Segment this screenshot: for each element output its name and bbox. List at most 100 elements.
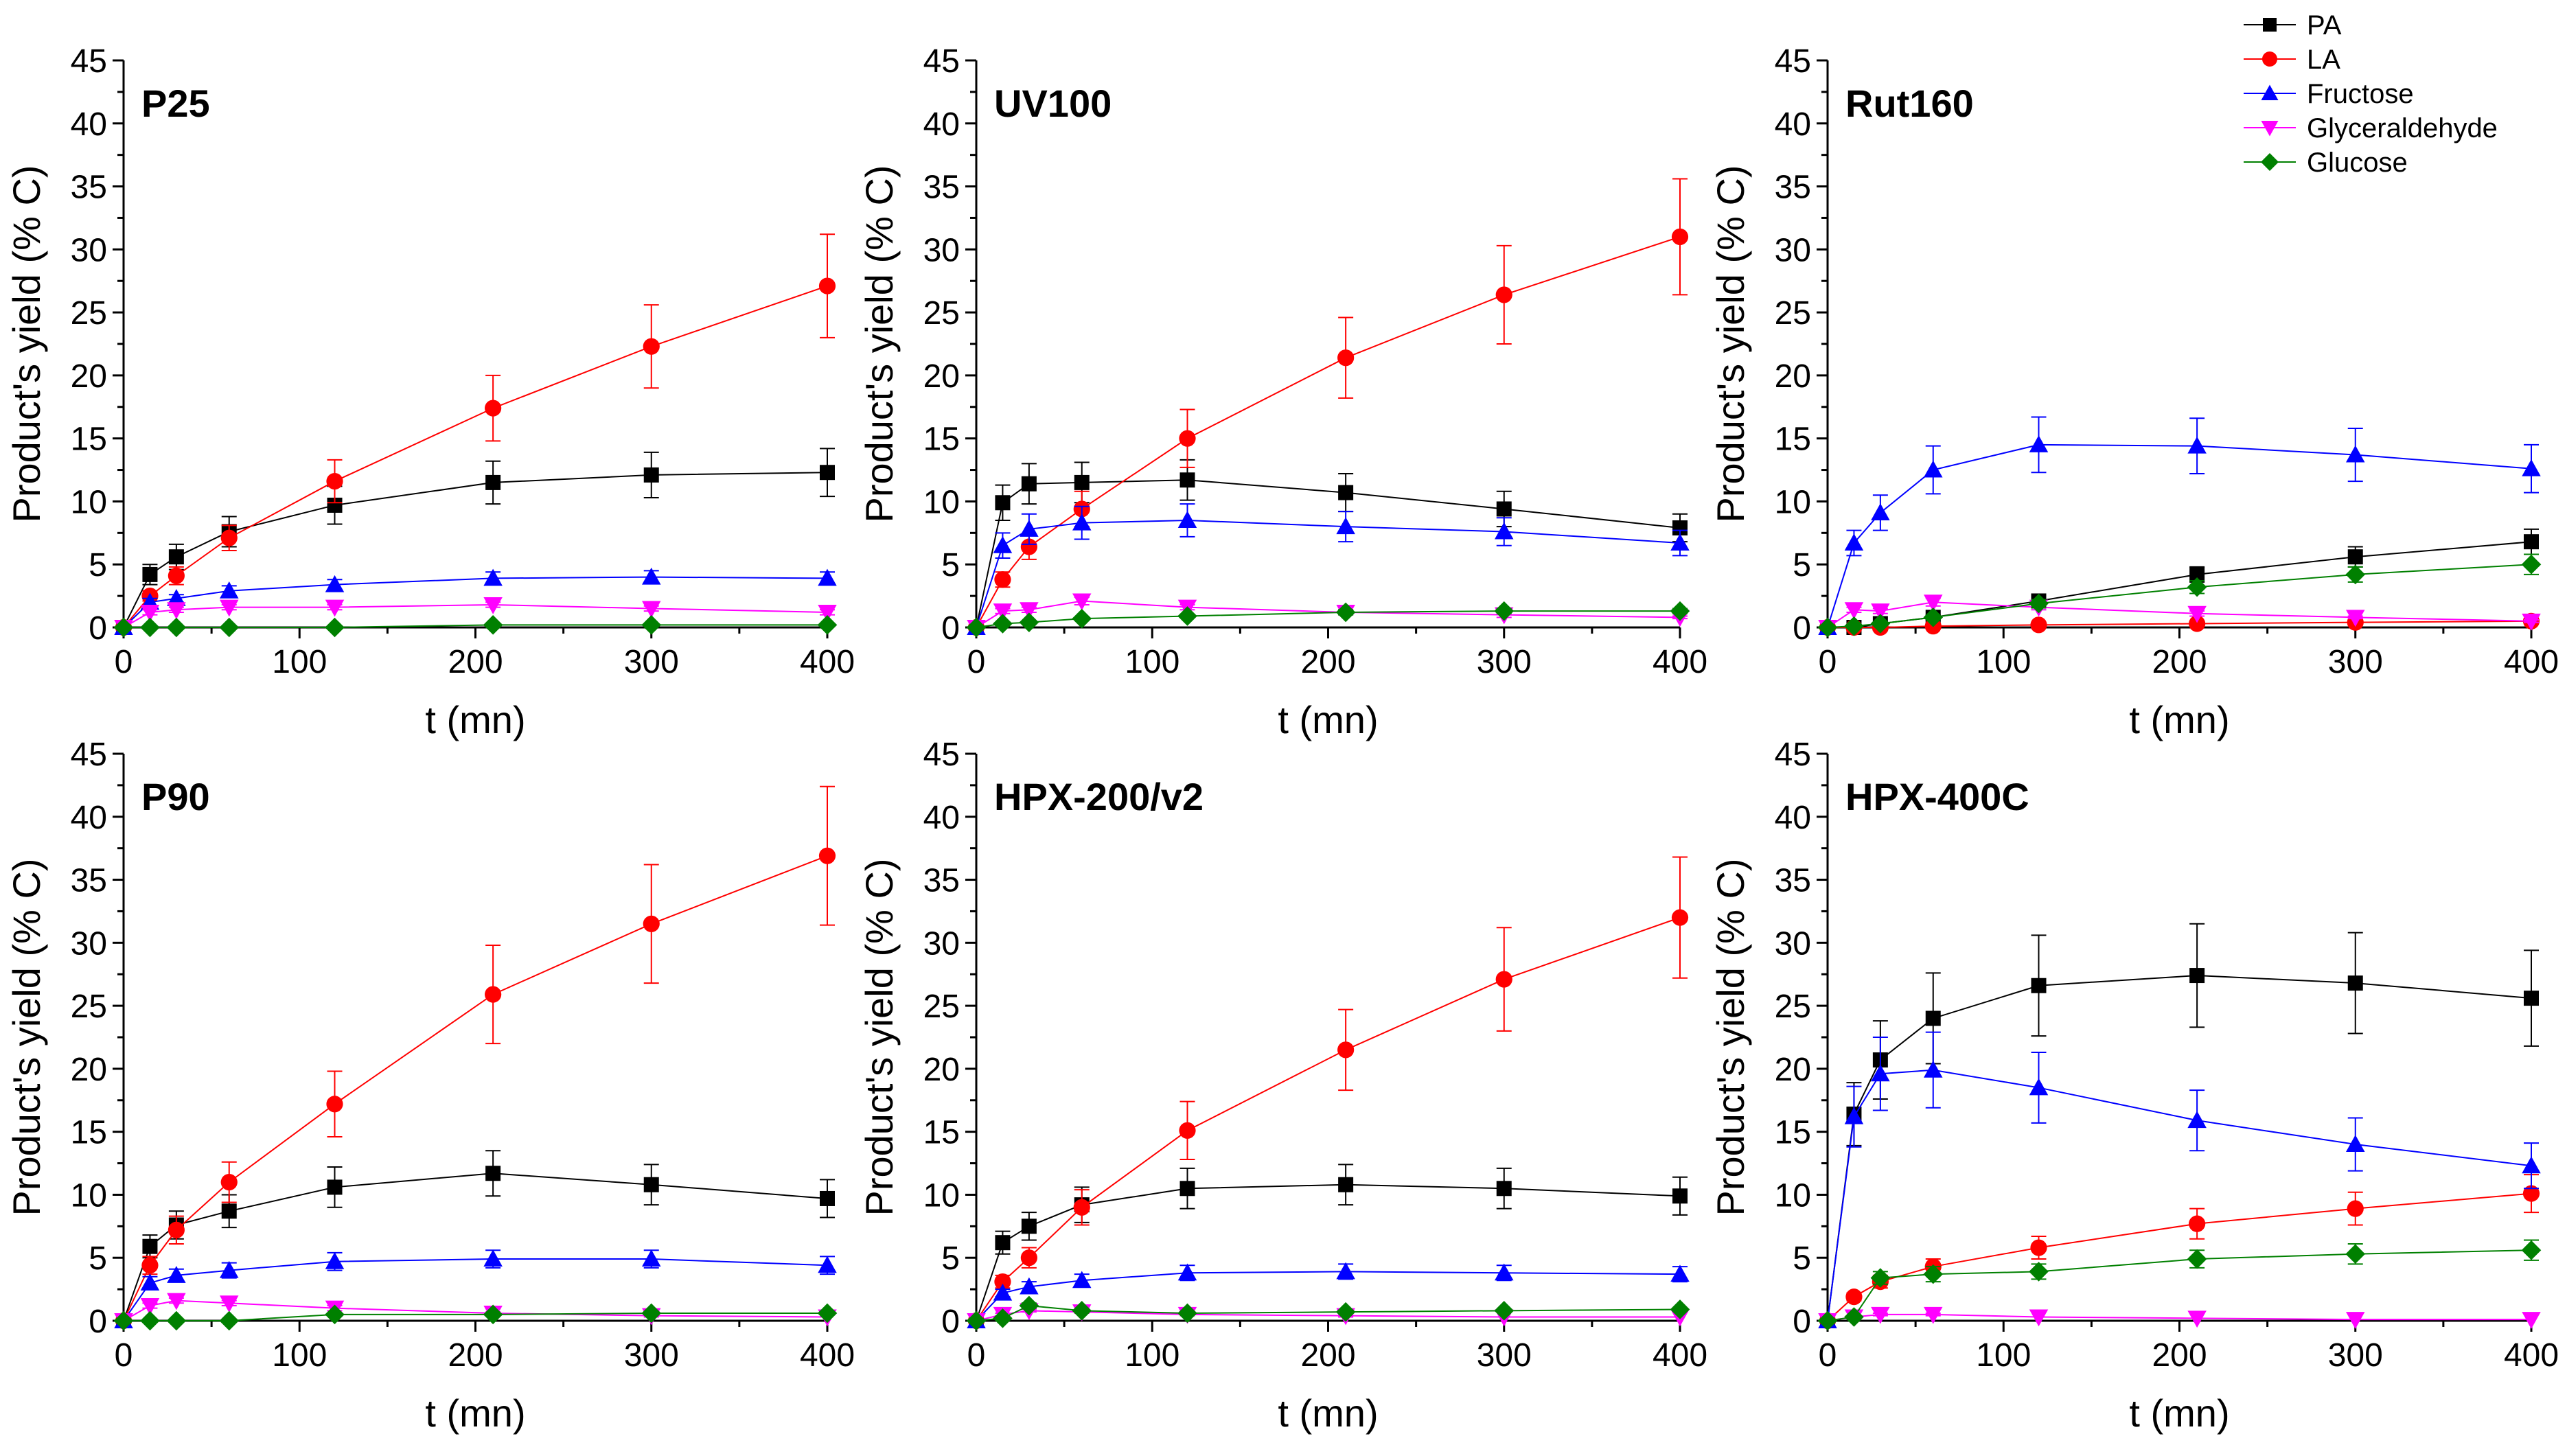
y-tick-label: 45 [71, 43, 107, 80]
y-tick-label: 15 [1775, 421, 1811, 458]
data-point [166, 1310, 187, 1331]
data-point [2189, 968, 2205, 984]
y-tick-label: 15 [71, 421, 107, 458]
data-point [641, 1303, 662, 1324]
series-glucose [1817, 553, 2542, 638]
y-tick-label: 20 [71, 1052, 107, 1088]
y-tick-label: 15 [923, 1115, 960, 1151]
data-point [140, 1273, 160, 1291]
y-tick-label: 5 [89, 1240, 107, 1277]
x-tick-label: 100 [272, 1337, 327, 1374]
y-tick-label: 35 [1775, 863, 1811, 899]
data-point [1924, 1306, 1943, 1324]
data-point [1494, 1301, 1515, 1321]
data-point [2522, 1312, 2541, 1329]
data-point [1177, 1303, 1197, 1324]
data-point [1020, 602, 1039, 620]
data-point [2189, 615, 2206, 632]
x-tick-label: 200 [2152, 644, 2207, 680]
data-point [1844, 602, 1864, 620]
data-point [2524, 534, 2539, 550]
data-point [993, 614, 1013, 634]
y-tick-label: 0 [941, 1304, 960, 1340]
data-point [325, 575, 345, 592]
data-point [140, 1297, 160, 1315]
y-tick-label: 5 [941, 547, 960, 583]
series-la [967, 178, 1689, 636]
data-point [993, 603, 1013, 621]
data-point [1179, 1181, 1195, 1197]
x-tick-label: 300 [1477, 1337, 1532, 1374]
data-point [1495, 1263, 1514, 1281]
data-point [1871, 503, 1890, 520]
data-point [1924, 594, 1943, 612]
data-point [994, 571, 1011, 588]
panel-uv100: 0 5 10 15 20 25 30 35 40 45 0 100 200 300 400 t (mn) Pro… [857, 43, 1707, 741]
x-tick-label: 0 [1819, 644, 1837, 680]
data-point [1021, 1218, 1037, 1234]
data-point [995, 495, 1011, 511]
y-tick-label: 25 [923, 295, 960, 332]
data-point [993, 1308, 1013, 1328]
data-point [820, 465, 835, 481]
data-point [1845, 1289, 1863, 1306]
y-tick-label: 5 [1793, 1240, 1811, 1277]
y-tick-label: 25 [1775, 989, 1811, 1025]
data-point [140, 1310, 160, 1331]
data-point [1495, 522, 1514, 540]
y-tick-label: 35 [923, 863, 960, 899]
panel-hpx-400c: 0 5 10 15 20 25 30 35 40 45 0 100 200 300 400 t (mn) Pro… [1709, 737, 2559, 1435]
data-point [220, 1173, 238, 1191]
x-tick-label: 400 [800, 1337, 855, 1374]
data-point [2031, 978, 2047, 993]
y-tick-label: 0 [1793, 610, 1811, 647]
legend-label: LA [2307, 45, 2340, 75]
data-point [1924, 1060, 1943, 1078]
legend-item-fructose: Fructose [2244, 79, 2414, 109]
data-point [2521, 554, 2542, 575]
y-axis-title: Product's yield (% C) [5, 165, 48, 522]
x-tick-label: 200 [448, 1337, 503, 1374]
x-tick-label: 100 [1125, 1337, 1179, 1374]
data-point [966, 617, 987, 638]
data-point [2346, 1312, 2365, 1329]
data-point [1335, 602, 1356, 623]
data-point [643, 915, 660, 932]
y-tick-label: 0 [89, 1304, 107, 1340]
data-point [1336, 517, 1355, 535]
data-point [993, 535, 1013, 553]
panel-p25: 0 5 10 15 20 25 30 35 40 45 0 100 200 300 400 t (mn) Pro… [5, 43, 855, 741]
y-tick-label: 0 [89, 610, 107, 647]
data-point [2029, 1262, 2049, 1282]
y-axis-title: Product's yield (% C) [857, 858, 901, 1216]
y-tick-label: 20 [923, 1052, 960, 1088]
legend-label: Glyceraldehyde [2307, 113, 2498, 143]
panel-title: P25 [141, 82, 210, 125]
data-point [483, 1249, 503, 1267]
data-point [1073, 1199, 1090, 1216]
data-point [2347, 1200, 2364, 1217]
data-point [966, 1310, 987, 1331]
data-point [1496, 1181, 1512, 1197]
data-point [2522, 613, 2541, 631]
data-point [1817, 617, 1838, 638]
data-point [2347, 975, 2363, 991]
data-point [2524, 991, 2539, 1006]
series-la [115, 785, 836, 1330]
series-glucose [113, 615, 838, 638]
x-tick-label: 400 [1653, 1337, 1707, 1374]
data-point [2030, 616, 2047, 634]
series-glyceraldehyde [114, 597, 837, 637]
y-tick-label: 40 [71, 800, 107, 836]
y-tick-label: 25 [71, 295, 107, 332]
panel-title: UV100 [994, 82, 1112, 125]
data-point [642, 601, 661, 619]
data-point [1336, 1262, 1355, 1280]
data-point [485, 986, 502, 1003]
data-point [643, 338, 660, 355]
x-tick-label: 400 [1653, 644, 1707, 680]
data-point [1923, 608, 1944, 627]
y-tick-label: 10 [1775, 484, 1811, 520]
y-tick-label: 0 [941, 610, 960, 647]
